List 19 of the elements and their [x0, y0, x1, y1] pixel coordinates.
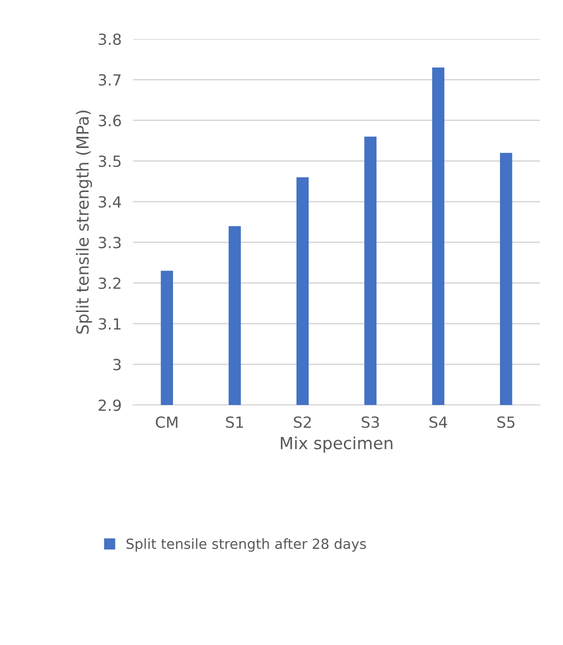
y-tick-label: 3.8	[98, 33, 121, 46]
y-tick-label: 3.6	[98, 114, 121, 126]
x-tick-label: S1	[226, 416, 244, 428]
y-tick-label: 3.3	[98, 236, 121, 248]
x-tick-label: S2	[294, 416, 311, 428]
y-axis-title: Split tensile strength (MPa)	[76, 110, 92, 334]
legend-label: Split tensile strength after 28 days	[126, 538, 366, 552]
x-tick-label: S5	[497, 416, 514, 428]
x-tick-label: S4	[430, 416, 448, 428]
y-tick-label: 3.2	[98, 277, 120, 290]
y-tick-label: 3.1	[98, 318, 120, 330]
x-tick-label: CM	[156, 416, 178, 428]
x-tick-label: S3	[362, 416, 379, 428]
y-tick-label: 3.5	[98, 155, 121, 168]
y-tick-label: 3.7	[98, 74, 121, 86]
y-tick-label: 2.9	[98, 399, 121, 412]
x-axis-title: Mix specimen	[280, 436, 392, 453]
y-tick-label: 3.4	[98, 196, 122, 208]
y-tick-label: 3	[113, 358, 121, 370]
